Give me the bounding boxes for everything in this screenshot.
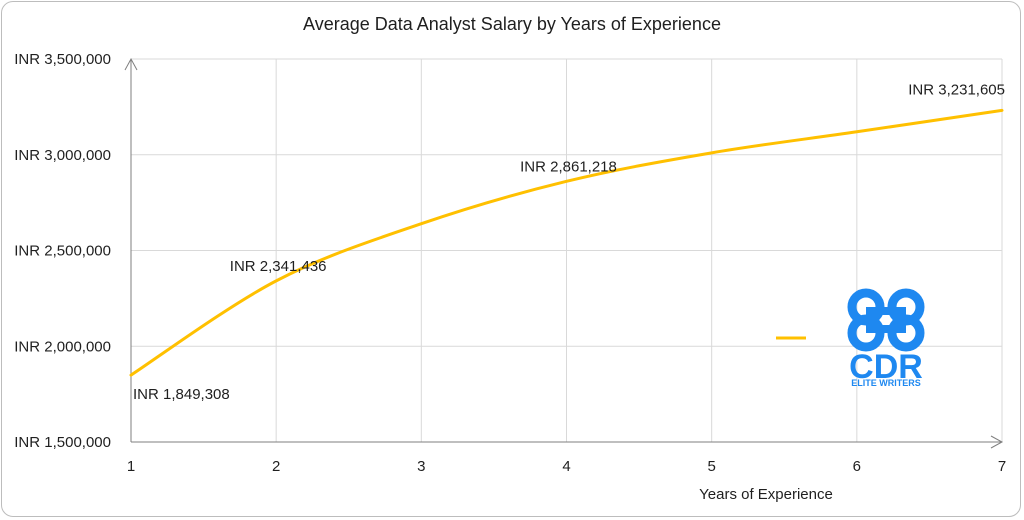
x-tick-label: 2	[272, 458, 280, 475]
x-axis-arrow	[990, 435, 1004, 449]
y-tick-label: INR 3,500,000	[14, 51, 111, 68]
chart-title: Average Data Analyst Salary by Years of …	[303, 14, 721, 34]
data-labels: INR 1,849,308 INR 2,341,436 INR 2,861,218 I…	[133, 81, 1005, 403]
data-label: INR 1,849,308	[133, 386, 230, 403]
logo-text: CDR	[849, 348, 923, 386]
y-tick-label: INR 1,500,000	[14, 434, 111, 451]
data-label: INR 2,341,436	[230, 258, 327, 275]
y-tick-label: INR 2,500,000	[14, 243, 111, 260]
x-tick-label: 4	[562, 458, 570, 475]
x-tick-label: 6	[853, 458, 861, 475]
x-tick-label: 3	[417, 458, 425, 475]
y-tick-labels: INR 1,500,000 INR 2,000,000 INR 2,500,000 I…	[14, 51, 111, 451]
x-tick-label: 1	[127, 458, 135, 475]
y-tick-label: INR 3,000,000	[14, 147, 111, 164]
axes	[124, 57, 1004, 449]
y-tick-label: INR 2,000,000	[14, 338, 111, 355]
data-label: INR 3,231,605	[908, 81, 1005, 98]
cdr-logo: CDR ELITE WRITERS	[847, 288, 925, 388]
x-tick-label: 7	[998, 458, 1006, 475]
x-tick-label: 5	[707, 458, 715, 475]
data-label: INR 2,861,218	[520, 158, 617, 175]
x-axis-label: Years of Experience	[699, 486, 833, 503]
logo-subtext: ELITE WRITERS	[851, 378, 921, 388]
logo-knot-icon	[847, 288, 925, 352]
x-tick-labels: 1 2 3 4 5 6 7	[127, 458, 1006, 475]
salary-series-line	[129, 108, 1004, 377]
y-axis-arrow	[124, 57, 138, 71]
